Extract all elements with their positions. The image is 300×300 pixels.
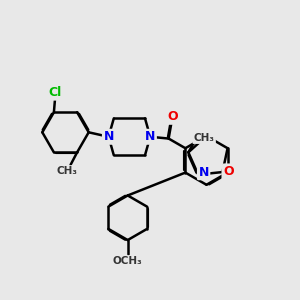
- Text: CH₃: CH₃: [194, 133, 214, 143]
- Text: N: N: [103, 130, 114, 143]
- Text: N: N: [145, 130, 155, 143]
- Text: O: O: [224, 165, 234, 178]
- Text: N: N: [198, 166, 209, 179]
- Text: CH₃: CH₃: [56, 167, 77, 176]
- Text: Cl: Cl: [49, 86, 62, 99]
- Text: N: N: [223, 166, 233, 179]
- Text: OCH₃: OCH₃: [112, 256, 142, 266]
- Text: O: O: [167, 110, 178, 123]
